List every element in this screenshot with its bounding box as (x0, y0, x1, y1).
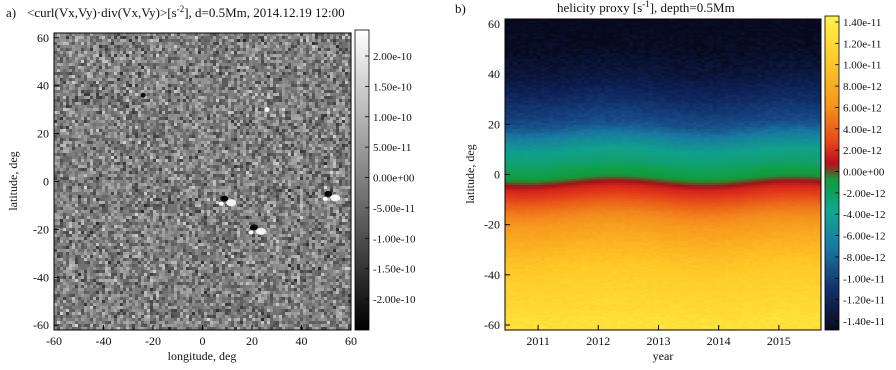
panel-b-ylabel: latitude, deg (463, 144, 477, 203)
panel-a-ylabel: latitude, deg (6, 151, 20, 210)
x-tick-label: -60 (46, 334, 62, 348)
colorbar-tick-label: -1.00e-11 (843, 273, 885, 285)
x-tick-label: 2013 (646, 334, 670, 348)
y-tick-label: -60 (484, 318, 500, 332)
colorbar-tick-label: -1.00e-10 (373, 233, 416, 245)
panel-a-title: <curl(Vx,Vy)·div(Vx,Vy)>[s-2], d=0.5Mm, … (27, 4, 345, 20)
panel-b-colorbar-ticks: 1.40e-11 1.20e-11 1.00e-11 8.00e-12 6.00e-12… (835, 17, 885, 328)
colorbar-tick-label: 1.20e-11 (843, 38, 881, 50)
panel-a-xlabel: longitude, deg (168, 349, 237, 363)
x-tick-label: 60 (345, 334, 357, 348)
colorbar-tick-label: 1.00e-10 (373, 112, 412, 124)
colorbar-tick-label: -2.00e-10 (373, 294, 416, 306)
y-tick-label: 40 (37, 79, 49, 93)
panel-a-colorbar (354, 29, 370, 331)
x-tick-label: -40 (96, 334, 112, 348)
y-tick-label: 20 (488, 117, 500, 131)
panel-b-y-ticks: -60 -40 -20 0 20 40 60 (484, 17, 510, 332)
colorbar-tick-label: 0.00e+00 (373, 173, 415, 185)
panel-b: b) helicity proxy [s-1], depth=0.5Mm 201… (455, 0, 885, 363)
y-tick-label: 20 (37, 127, 49, 141)
x-tick-label: 2014 (707, 334, 731, 348)
colorbar-tick-label: -2.00e-12 (843, 188, 885, 200)
feature-spot-0 (248, 224, 266, 235)
panel-a-label: a) (6, 5, 16, 20)
colorbar-tick-label: 8.00e-12 (843, 81, 882, 93)
panel-b-title: helicity proxy [s-1], depth=0.5Mm (557, 0, 735, 15)
colorbar-tick-label: 2.00e-12 (843, 145, 882, 157)
colorbar-tick-label: 2.00e-10 (373, 51, 412, 63)
x-tick-label: 0 (200, 334, 206, 348)
panel-a-y-ticks: -60 -40 -20 0 20 40 60 (33, 31, 59, 332)
colorbar-tick-label: -6.00e-12 (843, 231, 885, 243)
y-tick-label: 60 (488, 17, 500, 31)
feature-spot-1 (218, 195, 237, 207)
y-tick-label: -20 (33, 222, 49, 236)
x-tick-label: 2012 (586, 334, 610, 348)
y-tick-label: -40 (484, 268, 500, 282)
colorbar-tick-label: 1.00e-11 (843, 60, 881, 72)
panel-a-colorbar-ticks: 2.00e-10 1.50e-10 1.00e-10 5.00e-11 0.00e+00… (365, 51, 416, 306)
y-tick-label: -60 (33, 318, 49, 332)
colorbar-tick-label: 1.40e-11 (843, 17, 881, 29)
colorbar-tick-label: -4.00e-12 (843, 209, 885, 221)
y-tick-label: 0 (494, 168, 500, 182)
feature-spot-4 (140, 92, 146, 98)
panel-b-colorbar (824, 15, 840, 331)
x-tick-label: 2011 (526, 334, 550, 348)
y-tick-label: 60 (37, 31, 49, 45)
panel-b-label: b) (455, 1, 466, 16)
feature-spot-2 (322, 190, 341, 202)
colorbar-tick-label: -1.50e-10 (373, 264, 416, 276)
colorbar-tick-label: 5.00e-11 (373, 142, 411, 154)
colorbar-tick-label: -5.00e-11 (373, 203, 415, 215)
y-tick-label: -40 (33, 270, 49, 284)
panel-b-xlabel: year (653, 349, 674, 363)
panel-b-x-ticks: 2011 2012 2013 2014 2015 (526, 325, 791, 348)
colorbar-tick-label: -1.20e-11 (843, 295, 885, 307)
colorbar-tick-label: -8.00e-12 (843, 252, 885, 264)
y-tick-label: -20 (484, 218, 500, 232)
feature-spot-3 (264, 107, 270, 113)
x-tick-label: 40 (296, 334, 308, 348)
colorbar-tick-label: 0.00e+00 (843, 167, 885, 179)
panel-a: a) <curl(Vx,Vy)·div(Vx,Vy)>[s-2], d=0.5M… (6, 4, 416, 363)
panel-a-x-ticks: -60 -40 -20 0 20 40 60 (46, 325, 357, 348)
colorbar-tick-label: 1.50e-10 (373, 81, 412, 93)
x-tick-label: 2015 (767, 334, 791, 348)
panel-b-helicity-field (505, 19, 821, 330)
panel-a-features (140, 92, 341, 235)
y-tick-label: 40 (488, 67, 500, 81)
panel-a-noise-field (54, 33, 351, 330)
colorbar-tick-label: 4.00e-12 (843, 124, 882, 136)
x-tick-label: 20 (246, 334, 258, 348)
y-tick-label: 0 (43, 175, 49, 189)
x-tick-label: -20 (145, 334, 161, 348)
colorbar-tick-label: 6.00e-12 (843, 102, 882, 114)
colorbar-tick-label: -1.40e-11 (843, 316, 885, 328)
